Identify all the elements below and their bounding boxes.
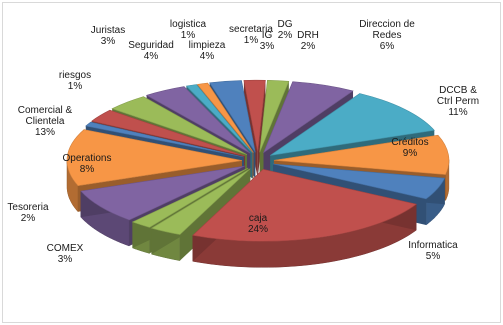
- pie-slice-informatica: [272, 163, 446, 200]
- slice-face-dg-1: [257, 80, 266, 179]
- pie-slice-tesoreria: [131, 167, 249, 228]
- pie-slice-dccb-ctrl-perm: [270, 93, 435, 156]
- slice-value-secretaria: 1%: [244, 35, 259, 46]
- slice-label-comercial-clientela: Comercial &: [18, 105, 73, 116]
- pie-slice-ig: [209, 80, 256, 153]
- slice-value-operations: 8%: [80, 164, 95, 175]
- pie-slice-comex: [150, 168, 251, 235]
- slice-label-riesgos: riesgos: [59, 70, 91, 81]
- slice-label-juristas: Juristas: [91, 25, 125, 36]
- pie-slice-drh: [259, 79, 290, 153]
- slice-label-tesoreria: Tesoreria: [7, 202, 49, 213]
- slice-value-riesgos: 1%: [68, 81, 83, 92]
- slice-label-informatica: Informatica: [408, 240, 458, 251]
- slice-label-direccion-de-redes: Direccion de: [359, 19, 415, 30]
- pie-slice-riesgos: [85, 121, 244, 158]
- slice-value-ig: 3%: [260, 41, 275, 52]
- pie-slice-juristas: [90, 109, 245, 157]
- pie-slice-caja: [192, 168, 417, 242]
- pie-slice-dg: [243, 79, 266, 153]
- pie-slice-limpieza: [145, 86, 251, 154]
- slice-value-comercial-clientela: 13%: [35, 127, 55, 138]
- slice-label-direccion-de-redes: Redes: [373, 30, 402, 41]
- pie-slice-operations: [80, 165, 245, 221]
- slice-label-drh: DRH: [297, 30, 319, 41]
- slice-value-limpieza: 4%: [200, 51, 215, 62]
- slice-label-dg: DG: [278, 19, 293, 30]
- pie-slice-seguridad: [111, 96, 248, 155]
- slice-label-caja: caja: [249, 213, 268, 224]
- slice-value-drh: 2%: [301, 41, 316, 52]
- pie-slice-logistica: [185, 84, 253, 154]
- pie-slice-cr-ditos: [273, 134, 450, 175]
- slice-value-seguridad: 4%: [144, 51, 159, 62]
- slice-label-logistica: logistica: [170, 19, 207, 30]
- slice-value-juristas: 3%: [101, 36, 116, 47]
- slice-value-caja: 24%: [248, 224, 268, 235]
- slice-label-operations: Operations: [63, 153, 112, 164]
- pie-slice-direccion-de-redes: [262, 81, 354, 154]
- slice-value-comex: 3%: [58, 254, 73, 265]
- pie-slice-secretaria: [196, 82, 254, 153]
- slice-value-direccion-de-redes: 6%: [380, 41, 395, 52]
- slice-value-dccb-ctrl-perm: 11%: [448, 107, 467, 118]
- slice-label-secretaria: secretaria: [229, 24, 273, 35]
- slice-value-informatica: 5%: [426, 251, 441, 262]
- slice-value-cr-ditos: 9%: [403, 148, 418, 159]
- slice-label-comercial-clientela: Clientela: [26, 116, 65, 127]
- slice-label-dccb-ctrl-perm: DCCB &: [439, 85, 477, 96]
- slice-label-ig: IG: [262, 30, 273, 41]
- slice-label-limpieza: limpieza: [189, 40, 226, 51]
- slice-value-logistica: 1%: [181, 30, 196, 41]
- slice-label-comex: COMEX: [47, 243, 84, 254]
- slice-label-dccb-ctrl-perm: Ctrl Perm: [437, 96, 479, 107]
- slice-value-tesoreria: 2%: [21, 213, 36, 224]
- chart-area: caja 24% COMEX 3% Tesoreria 2% Operations 8% Com…: [2, 2, 501, 323]
- pie-chart: caja24%COMEX3%Tesoreria2%Operations8%Com…: [7, 19, 479, 268]
- slice-value-dg: 2%: [278, 30, 293, 41]
- slice-label-seguridad: Seguridad: [128, 40, 174, 51]
- slice-label-cr-ditos: Créditos: [391, 137, 428, 148]
- pie-slice-comercial-clientela: [66, 129, 243, 187]
